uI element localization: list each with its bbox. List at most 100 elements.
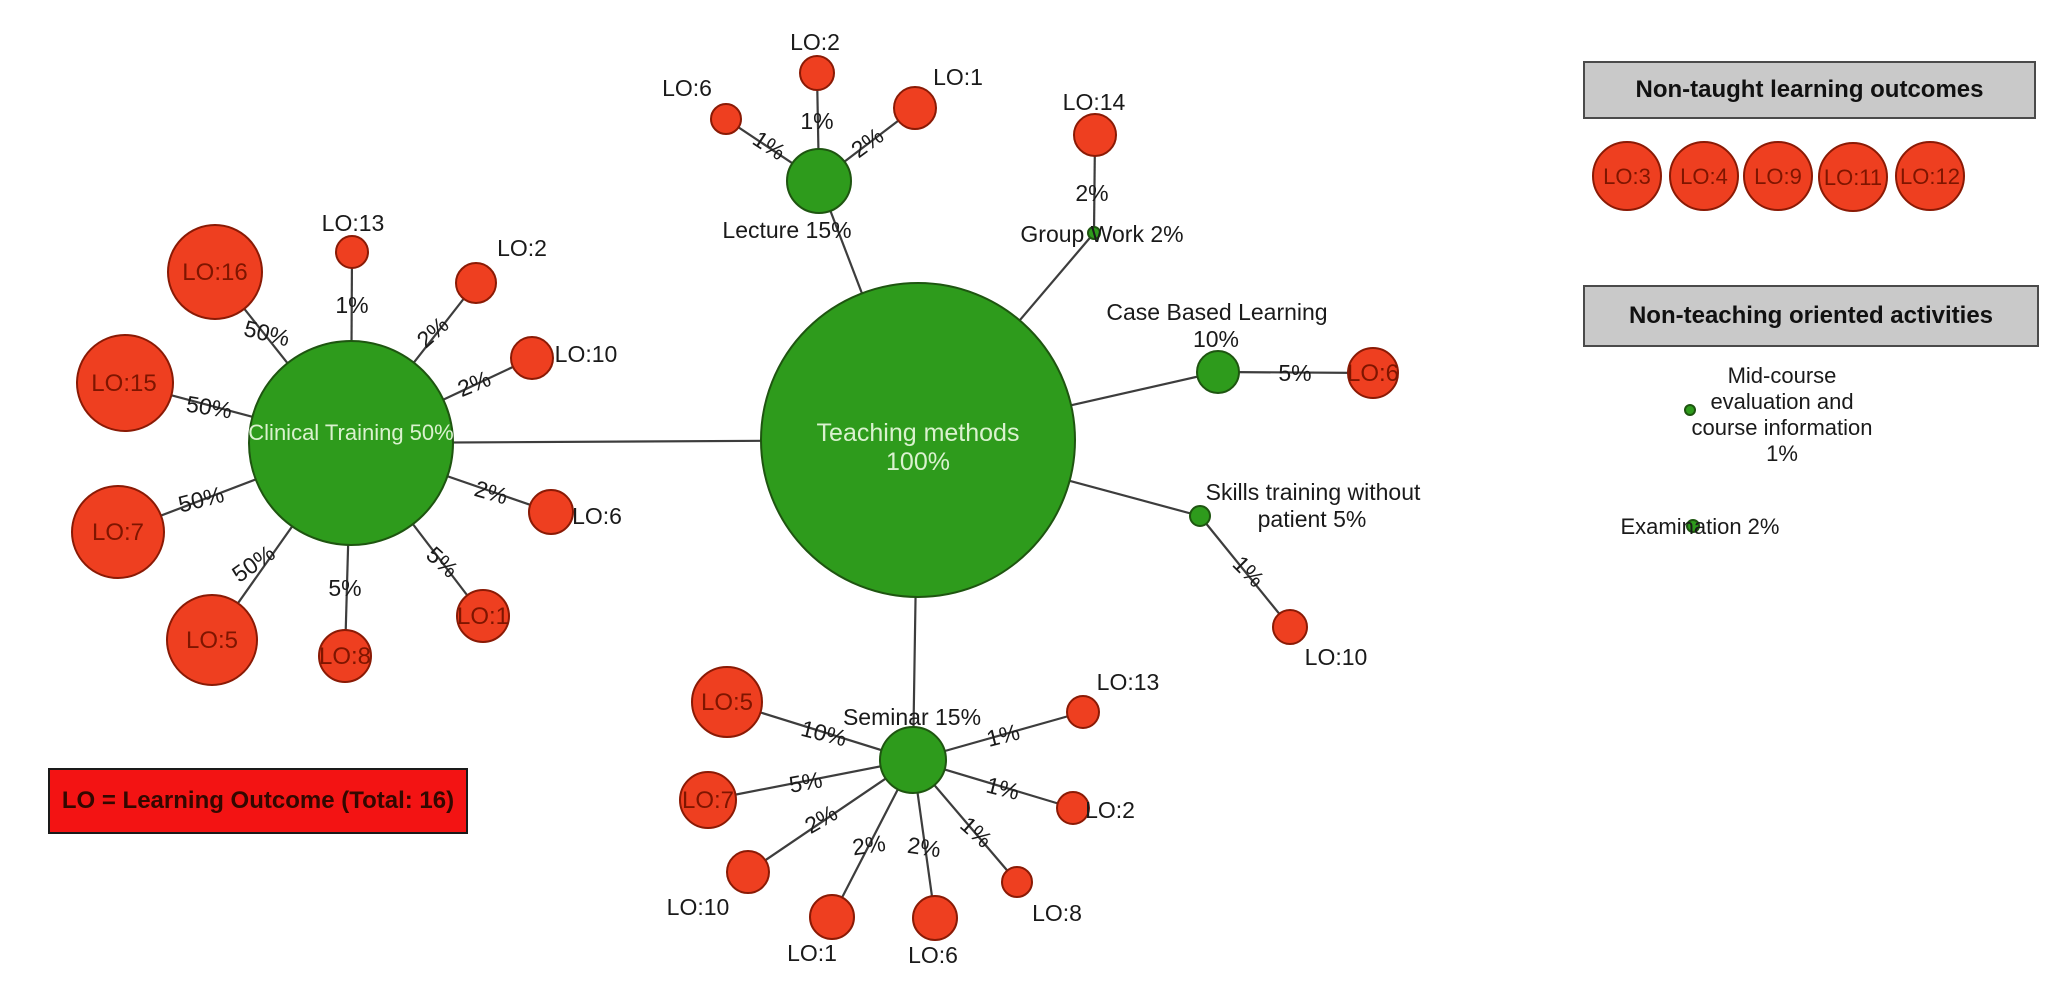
edge-label-clinical-ct-lo10: 2% [454, 365, 495, 402]
node-sem-lo10 [726, 850, 770, 894]
node-nt-lo4 [1669, 141, 1739, 211]
node-teaching [760, 282, 1076, 598]
edge-label-clinical-ct-lo2: 2% [412, 311, 454, 353]
edge-label-clinical-ct-lo16: 50% [241, 315, 292, 351]
node-label-nt-lo3-0: LO:3 [1603, 164, 1651, 189]
node-label-sem-lo13-0: LO:13 [1097, 669, 1160, 695]
node-label-dot-midcourse-3: 1% [1766, 441, 1798, 466]
node-label-nt-lo11-0: LO:11 [1824, 165, 1882, 190]
node-label-sem-lo7-0: LO:7 [682, 787, 734, 814]
node-sk-lo10 [1272, 609, 1308, 645]
node-label-skills-1: patient 5% [1258, 506, 1367, 532]
edge-label-seminar-sem-lo2: 1% [984, 772, 1023, 805]
edge-label-clinical-ct-lo8: 5% [328, 575, 361, 601]
node-label-ct-lo5-0: LO:5 [186, 627, 238, 654]
node-clinical [248, 340, 454, 546]
node-cbl [1196, 350, 1240, 394]
edge-label-lecture-lec-lo2: 1% [800, 108, 833, 134]
node-ct-lo2 [455, 262, 497, 304]
node-sem-lo6 [912, 895, 958, 941]
node-label-sem-lo6-0: LO:6 [908, 942, 958, 968]
node-label-cbl-0: Case Based Learning [1106, 299, 1327, 325]
edge-label-clinical-ct-lo6: 2% [472, 475, 511, 509]
edge-label-cbl-cbl-lo6: 5% [1278, 360, 1311, 386]
node-lec-lo2 [799, 55, 835, 91]
node-label-cbl-lo6-0: LO:6 [1347, 360, 1399, 387]
node-skills [1189, 505, 1211, 527]
edge-seminar-sem-lo7 [707, 758, 914, 802]
node-dot-exam [1686, 519, 1700, 533]
edge-label-seminar-sem-lo7: 5% [787, 766, 824, 797]
node-label-nt-lo4-0: LO:4 [1680, 164, 1728, 189]
node-sem-lo8 [1001, 866, 1033, 898]
node-label-ct-lo1-0: LO:1 [457, 603, 509, 630]
node-sem-lo7 [679, 771, 737, 829]
node-label-sem-lo5-0: LO:5 [701, 689, 753, 716]
node-sem-lo5 [691, 666, 763, 738]
node-ct-lo10 [510, 336, 554, 380]
non-teaching-oriented-activities-header: Non-teaching oriented activities [1583, 285, 2039, 347]
node-label-seminar-0: Seminar 15% [843, 704, 981, 730]
edge-label-groupwork-gw-lo14: 2% [1075, 180, 1108, 206]
lo-legend-box: LO = Learning Outcome (Total: 16) [48, 768, 468, 834]
node-nt-lo12 [1895, 141, 1965, 211]
node-groupwork [1087, 226, 1101, 240]
edge-label-seminar-sem-lo5: 10% [798, 715, 849, 751]
node-label-ct-lo10-0: LO:10 [555, 341, 618, 367]
node-label-nt-lo12-0: LO:12 [1900, 164, 1960, 189]
node-ct-lo1 [456, 589, 510, 643]
node-nt-lo9 [1743, 141, 1813, 211]
node-gw-lo14 [1073, 113, 1117, 157]
node-label-lec-lo6-0: LO:6 [662, 75, 712, 101]
node-seminar [879, 726, 947, 794]
node-ct-lo6 [528, 489, 574, 535]
node-nt-lo3 [1592, 141, 1662, 211]
node-lecture [786, 148, 852, 214]
edge-label-clinical-ct-lo7: 50% [176, 481, 227, 517]
node-label-ct-lo7-0: LO:7 [92, 519, 144, 546]
node-label-dot-midcourse-0: Mid-course [1728, 363, 1837, 388]
node-label-lecture-0: Lecture 15% [722, 217, 851, 243]
node-label-dot-midcourse-1: evaluation and [1710, 389, 1853, 414]
node-ct-lo13 [335, 235, 369, 269]
edge-label-seminar-sem-lo6: 2% [906, 832, 943, 862]
edge-label-clinical-ct-lo15: 50% [184, 391, 234, 424]
node-label-clinical-0: Clinical Training 50% [248, 420, 453, 445]
node-label-sem-lo2-0: LO:2 [1085, 797, 1135, 823]
node-label-teaching-0: Teaching methods [817, 419, 1020, 447]
node-ct-lo8 [318, 629, 372, 683]
node-sem-lo1 [809, 894, 855, 940]
node-label-lec-lo1-0: LO:1 [933, 64, 983, 90]
node-label-dot-midcourse-2: course information [1692, 415, 1873, 440]
node-sem-lo2 [1056, 791, 1090, 825]
node-label-dot-exam-0: Examination 2% [1621, 514, 1780, 539]
node-label-teaching-1: 100% [886, 448, 950, 476]
node-label-ct-lo13-0: LO:13 [322, 210, 385, 236]
node-label-sem-lo8-0: LO:8 [1032, 900, 1082, 926]
node-ct-lo5 [166, 594, 258, 686]
node-label-groupwork-0: Group Work 2% [1020, 221, 1183, 247]
node-dot-midcourse [1684, 404, 1696, 416]
node-label-cbl-1: 10% [1193, 326, 1239, 352]
node-label-lec-lo2-0: LO:2 [790, 29, 840, 55]
node-label-sem-lo10-0: LO:10 [667, 894, 730, 920]
node-label-ct-lo2-0: LO:2 [497, 235, 547, 261]
non-taught-learning-outcomes-header: Non-taught learning outcomes [1583, 61, 2036, 119]
edge-label-seminar-sem-lo1: 2% [851, 830, 888, 860]
node-ct-lo16 [167, 224, 263, 320]
labels-layer: 50%1%2%2%50%50%50%5%5%2%1%1%2%2%5%1%10%5… [91, 29, 1960, 968]
node-label-ct-lo6-0: LO:6 [572, 503, 622, 529]
node-label-gw-lo14-0: LO:14 [1063, 89, 1126, 115]
node-label-sem-lo1-0: LO:1 [787, 940, 837, 966]
edge-label-clinical-ct-lo1: 5% [421, 541, 463, 583]
node-label-ct-lo15-0: LO:15 [91, 370, 156, 397]
edge-label-seminar-sem-lo13: 1% [984, 719, 1023, 752]
edge-label-lecture-lec-lo6: 1% [748, 125, 790, 165]
node-label-nt-lo9-0: LO:9 [1754, 164, 1802, 189]
node-lec-lo1 [893, 86, 937, 130]
edge-label-clinical-ct-lo13: 1% [335, 292, 368, 318]
node-label-ct-lo16-0: LO:16 [182, 259, 247, 286]
node-sem-lo13 [1066, 695, 1100, 729]
